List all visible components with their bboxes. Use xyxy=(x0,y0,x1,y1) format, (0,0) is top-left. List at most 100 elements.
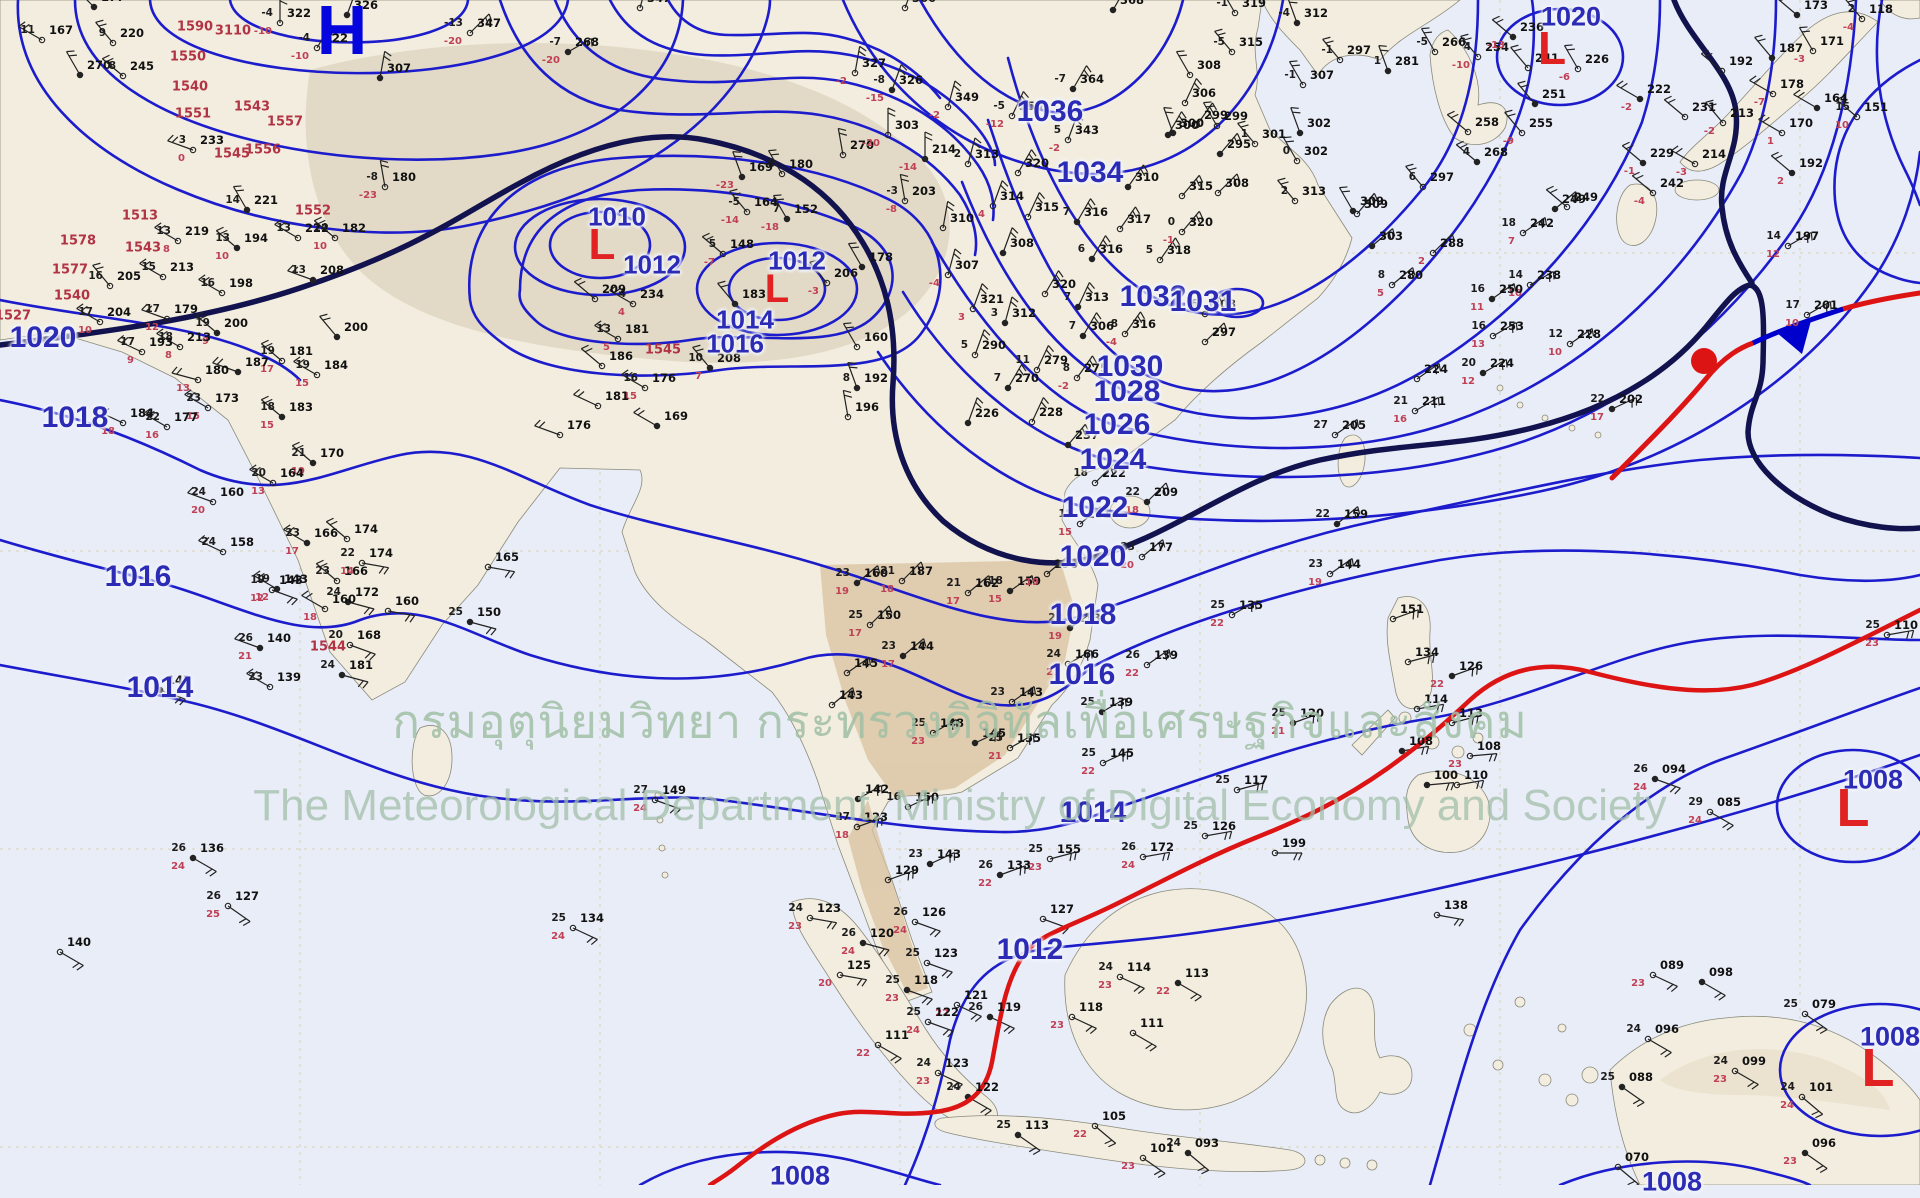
station-value: 254 xyxy=(1485,40,1510,54)
station-temp: 26 xyxy=(968,1001,983,1013)
isobar-label: 1024 xyxy=(1079,443,1147,476)
isobar-label: 1008 xyxy=(1859,1021,1920,1052)
station-temp: 16 xyxy=(623,372,638,384)
station-value: 204 xyxy=(107,305,132,319)
station-temp: 25 xyxy=(448,606,463,618)
station-value: 172 xyxy=(355,585,380,599)
station-value: 194 xyxy=(244,231,269,245)
station-temp: 20 xyxy=(251,467,266,479)
station-value: 166 xyxy=(344,564,369,578)
station-temp: 19 xyxy=(260,345,275,357)
station-dewpoint: 18 xyxy=(1125,505,1139,516)
station-value: 186 xyxy=(609,349,634,363)
station-temp: 17 xyxy=(145,303,160,315)
station-value: 322 xyxy=(287,6,312,20)
isobar-label: 1012 xyxy=(996,933,1064,966)
station-dewpoint: 13 xyxy=(251,486,265,497)
station-value: 213 xyxy=(187,330,212,344)
station-temp: -4 xyxy=(1278,7,1290,19)
station-value: 160 xyxy=(864,330,889,344)
station-value: 226 xyxy=(975,406,1000,420)
station-value: 134 xyxy=(580,911,605,925)
station-value: 166 xyxy=(314,526,339,540)
station-temp: 25 xyxy=(551,912,566,924)
station-value: 193 xyxy=(149,335,174,349)
station-value: 184 xyxy=(324,358,349,372)
isobar-label: 1036 xyxy=(1016,95,1084,128)
station-value: 139 xyxy=(1154,648,1179,662)
station-dewpoint: -2 xyxy=(1620,102,1632,113)
station-temp: 23 xyxy=(315,565,330,577)
station-temp: 24 xyxy=(201,536,216,548)
station-value: 295 xyxy=(1227,137,1252,151)
station-temp: 15 xyxy=(1835,101,1850,113)
station-temp: 3 xyxy=(178,134,186,146)
station-value: 180 xyxy=(392,170,417,184)
station-value: 113 xyxy=(1025,1118,1050,1132)
station-value: 138 xyxy=(1444,898,1469,912)
station-value: 200 xyxy=(344,320,369,334)
station-value: 088 xyxy=(1629,1070,1654,1084)
station-value: 143 xyxy=(284,572,309,586)
station-temp: 23 xyxy=(1120,541,1135,553)
station-temp: -1 xyxy=(1284,69,1296,81)
station-dewpoint: 20 xyxy=(818,978,832,989)
station-value: 313 xyxy=(975,147,1000,161)
height-value: 1543 xyxy=(233,99,271,115)
station-value: 140 xyxy=(267,631,292,645)
station-dewpoint: -7 xyxy=(703,257,715,268)
station-value: 192 xyxy=(864,371,889,385)
station-temp: 13 xyxy=(215,232,230,244)
station-value: 164 xyxy=(754,195,779,209)
station-value: 123 xyxy=(864,810,889,824)
station-dewpoint: 23 xyxy=(788,921,802,932)
station-value: 319 xyxy=(1242,0,1267,10)
station-dewpoint: 22 xyxy=(1125,668,1139,679)
station-value: 167 xyxy=(49,23,74,37)
station-value: 151 xyxy=(1864,100,1889,114)
station-value: 288 xyxy=(1440,236,1465,250)
station-dewpoint: 17 xyxy=(881,659,895,670)
station-temp: -5 xyxy=(1416,36,1428,48)
station-value: 160 xyxy=(220,485,245,499)
station-dewpoint: 15 xyxy=(295,378,309,389)
station-temp: 17 xyxy=(78,306,93,318)
station-value: 368 xyxy=(1120,0,1145,7)
station-value: 120 xyxy=(1300,706,1325,720)
station-value: 070 xyxy=(1625,1150,1650,1164)
station-value: 245 xyxy=(130,59,155,73)
station-dewpoint: 22 xyxy=(978,878,992,889)
station-value: 249 xyxy=(1562,192,1587,206)
station-value: 322 xyxy=(324,31,349,45)
station-dewpoint: 17 xyxy=(1590,412,1604,423)
new-guinea xyxy=(1609,1015,1920,1185)
station-dewpoint: 19 xyxy=(1308,577,1322,588)
station-value: 139 xyxy=(1109,695,1134,709)
station-value: 238 xyxy=(1537,268,1562,282)
station-temp: 24 xyxy=(916,1057,931,1069)
station-dewpoint: 9 xyxy=(127,355,134,366)
station-dewpoint: 12 xyxy=(1461,376,1475,387)
station-value: 184 xyxy=(130,406,155,420)
station-temp: 7 xyxy=(1068,320,1076,332)
station-value: 349 xyxy=(955,90,980,104)
station-value: 309 xyxy=(1364,197,1389,211)
station-temp: 14 xyxy=(1508,269,1523,281)
station-value: 113 xyxy=(1185,966,1210,980)
station-temp: 26 xyxy=(206,890,221,902)
station-value: 126 xyxy=(1459,659,1484,673)
station-value: 233 xyxy=(200,133,225,147)
station-temp: 2 xyxy=(953,148,961,160)
station-temp: 4 xyxy=(1463,41,1471,53)
station-temp: 6 xyxy=(1190,298,1198,310)
station-temp: 19 xyxy=(295,359,310,371)
station-temp: 25 xyxy=(848,609,863,621)
station-value: 183 xyxy=(742,287,767,301)
watermark-thai: กรมอุตุนิยมวิทยา กระทรวงดิจิทัลเพื่อเศรษ… xyxy=(392,695,1528,748)
station-temp: 26 xyxy=(841,927,856,939)
station-value: 093 xyxy=(1195,1136,1220,1150)
station-temp: 21 xyxy=(946,577,961,589)
station-value: 127 xyxy=(235,889,260,903)
station-value: 224 xyxy=(1490,356,1515,370)
station-temp: 26 xyxy=(171,842,186,854)
